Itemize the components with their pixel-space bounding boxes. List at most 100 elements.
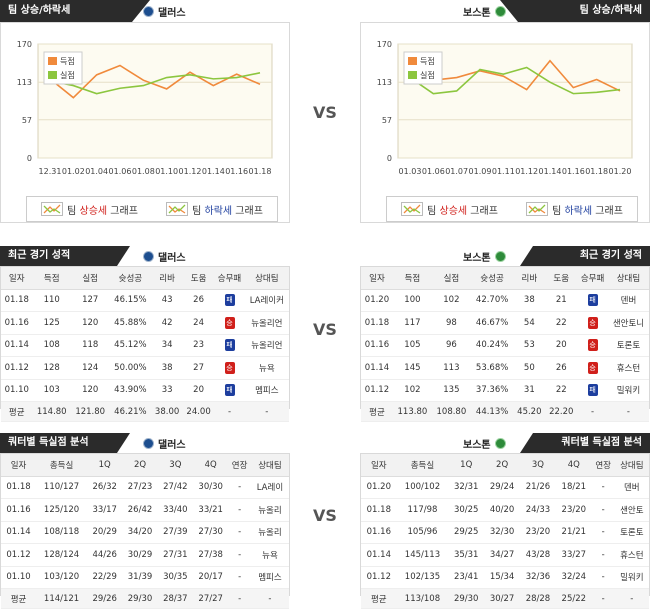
- table-cell: 20: [182, 379, 215, 402]
- up-trend-icon: [41, 202, 64, 216]
- table-cell: 128: [32, 356, 71, 380]
- column-header: 실점: [431, 267, 471, 290]
- table-cell: 27/38: [193, 543, 229, 567]
- quarter-title-right: 쿼터별 득실점 분석: [520, 433, 650, 453]
- result-badge: 패: [224, 294, 235, 307]
- column-header: 일자: [361, 267, 393, 290]
- table-cell: 15/34: [484, 566, 521, 589]
- table-cell: 01.12: [1, 543, 37, 567]
- x-tick-label: 01.10: [155, 167, 178, 176]
- column-header: 2Q: [122, 454, 158, 477]
- legend-up-word: 상승세: [79, 205, 108, 217]
- column-header: 총득실: [36, 454, 88, 477]
- table-cell: 27/39: [157, 521, 194, 544]
- average-cell: 29/26: [87, 588, 123, 609]
- average-cell: 평균: [1, 588, 37, 609]
- average-cell: 29/30: [448, 588, 485, 609]
- table-cell: 120: [70, 379, 110, 402]
- column-header: 승무패: [577, 267, 608, 290]
- table-cell: 20: [545, 334, 578, 357]
- legend-down-pre: 팀: [192, 205, 205, 217]
- y-tick-label: 0: [27, 154, 32, 163]
- table-row: 01.16 125 120 45.88% 42 24 승 뉴올리언: [1, 311, 289, 335]
- x-tick-label: 12.31: [39, 167, 62, 176]
- column-header: 일자: [361, 454, 397, 477]
- allowed-series-line: [409, 66, 621, 95]
- left-trend-tab: 팀 상승/하락세: [0, 0, 150, 22]
- table-cell: 145: [392, 356, 432, 380]
- legend-score-label: 득점: [420, 56, 435, 66]
- column-header: 실점: [70, 267, 110, 290]
- table-cell: 뉴욕: [250, 543, 289, 567]
- table-cell: 32/24: [555, 566, 592, 589]
- legend-allowed-swatch: [48, 71, 57, 79]
- table-cell: 53: [513, 334, 546, 357]
- table-cell: 뉴올리언: [244, 311, 289, 335]
- boston-logo-icon: [494, 250, 506, 262]
- right-legend-bar: 팀 상승세 그래프 팀 하락세 그래프: [386, 196, 638, 222]
- legend-up-post: 그래프: [107, 205, 138, 217]
- table-cell: 뉴올리: [250, 521, 289, 544]
- legend-allowed-label: 실점: [420, 70, 435, 80]
- table-cell: 01.14: [1, 334, 33, 357]
- result-badge: 승: [587, 316, 598, 329]
- x-tick-label: 01.12: [179, 167, 202, 176]
- column-header: 리바: [151, 267, 183, 290]
- result-cell: 승: [577, 311, 608, 335]
- legend-up-word: 상승세: [439, 205, 468, 217]
- result-cell: 승: [214, 311, 245, 335]
- table-cell: 01.12: [361, 566, 397, 589]
- table-cell: 27/31: [157, 543, 194, 567]
- table-cell: 밀워키: [614, 566, 649, 589]
- recent-left-team: 댈러스: [143, 245, 186, 267]
- result-cell: 패: [214, 334, 245, 357]
- table-cell: 토론토: [614, 521, 649, 544]
- table-cell: 33/21: [193, 498, 229, 522]
- average-cell: 29/30: [122, 588, 158, 609]
- x-tick-label: 01.07: [445, 167, 468, 176]
- table-cell: 23/20: [555, 498, 592, 522]
- table-cell: 26/32: [87, 476, 123, 499]
- table-cell: 01.16: [361, 334, 393, 357]
- table-cell: 38: [513, 289, 546, 312]
- column-header: 도움: [545, 267, 578, 290]
- average-cell: 평균: [1, 401, 33, 422]
- result-badge: 승: [587, 361, 598, 374]
- table-cell: 밀워키: [607, 379, 649, 402]
- table-cell: 113: [431, 356, 471, 380]
- x-tick-label: 01.14: [202, 167, 225, 176]
- column-header: 4Q: [193, 454, 229, 477]
- table-row: 01.14 108 118 45.12% 34 23 패 뉴올리언: [1, 334, 289, 357]
- table-cell: 29/25: [448, 521, 485, 544]
- column-header: 상대팀: [250, 454, 289, 477]
- legend-up-pre: 팀: [427, 205, 440, 217]
- table-cell: 01.18: [361, 498, 397, 522]
- legend-up-pre: 팀: [67, 205, 80, 217]
- x-tick-label: 01.09: [469, 167, 492, 176]
- table-cell: 117/98: [396, 498, 449, 522]
- legend-down-r: 팀 하락세 그래프: [526, 202, 623, 217]
- table-cell: 01.18: [1, 289, 33, 312]
- table-cell: 22/29: [87, 566, 123, 589]
- table-cell: 27: [182, 356, 215, 380]
- legend-score-swatch: [408, 57, 417, 65]
- x-tick-label: 01.02: [62, 167, 85, 176]
- right-team-header: 보스톤: [463, 0, 506, 22]
- table-cell: 휴스턴: [614, 543, 649, 567]
- legend-down-word: 하락세: [204, 205, 233, 217]
- result-cell: 승: [577, 334, 608, 357]
- column-header: 득점: [32, 267, 71, 290]
- column-header: 슛성공: [109, 267, 152, 290]
- average-cell: -: [591, 588, 615, 609]
- table-cell: 22: [545, 379, 578, 402]
- column-header: 3Q: [520, 454, 556, 477]
- table-cell: 27/42: [157, 476, 194, 499]
- left-legend-bar: 팀 상승세 그래프 팀 하락세 그래프: [26, 196, 278, 222]
- table-cell: 110: [32, 289, 71, 312]
- right-team-name: 보스톤: [463, 7, 491, 19]
- table-cell: 26/42: [122, 498, 158, 522]
- table-cell: 50: [513, 356, 546, 380]
- table-cell: 110/127: [36, 476, 88, 499]
- table-row: 01.10 103/120 22/29 31/39 30/35 20/17- 멤피스: [1, 566, 289, 589]
